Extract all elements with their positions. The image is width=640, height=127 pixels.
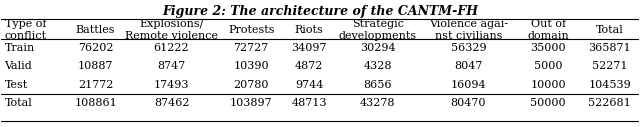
Text: 10000: 10000 xyxy=(531,80,566,90)
Text: Type of
conflict: Type of conflict xyxy=(4,20,47,41)
Text: Valid: Valid xyxy=(4,61,33,71)
Text: 365871: 365871 xyxy=(588,43,631,53)
Text: Violence agai-
nst civilians: Violence agai- nst civilians xyxy=(429,20,508,41)
Text: Protests: Protests xyxy=(228,25,275,35)
Text: 72727: 72727 xyxy=(234,43,269,53)
Text: Strategic
developments: Strategic developments xyxy=(339,20,417,41)
Text: 20780: 20780 xyxy=(234,80,269,90)
Text: 48713: 48713 xyxy=(291,98,327,108)
Text: 30294: 30294 xyxy=(360,43,396,53)
Text: 8747: 8747 xyxy=(157,61,186,71)
Text: Riots: Riots xyxy=(295,25,323,35)
Text: Out of
domain: Out of domain xyxy=(527,20,569,41)
Text: 103897: 103897 xyxy=(230,98,273,108)
Text: 522681: 522681 xyxy=(588,98,631,108)
Text: Total: Total xyxy=(596,25,623,35)
Text: 9744: 9744 xyxy=(295,80,323,90)
Text: Test: Test xyxy=(4,80,28,90)
Text: 104539: 104539 xyxy=(588,80,631,90)
Text: 61222: 61222 xyxy=(154,43,189,53)
Text: Train: Train xyxy=(4,43,35,53)
Text: 4872: 4872 xyxy=(295,61,323,71)
Text: 80470: 80470 xyxy=(451,98,486,108)
Text: 87462: 87462 xyxy=(154,98,189,108)
Text: 10887: 10887 xyxy=(78,61,113,71)
Text: 8047: 8047 xyxy=(454,61,483,71)
Text: 43278: 43278 xyxy=(360,98,396,108)
Text: 34097: 34097 xyxy=(291,43,327,53)
Text: 21772: 21772 xyxy=(78,80,113,90)
Text: 17493: 17493 xyxy=(154,80,189,90)
Text: 8656: 8656 xyxy=(364,80,392,90)
Text: 52271: 52271 xyxy=(592,61,627,71)
Text: 10390: 10390 xyxy=(234,61,269,71)
Text: Battles: Battles xyxy=(76,25,115,35)
Text: 16094: 16094 xyxy=(451,80,486,90)
Text: 35000: 35000 xyxy=(531,43,566,53)
Text: 56329: 56329 xyxy=(451,43,486,53)
Text: 108861: 108861 xyxy=(74,98,117,108)
Text: Figure 2: The architecture of the CANTM-FH: Figure 2: The architecture of the CANTM-… xyxy=(162,5,478,18)
Text: 5000: 5000 xyxy=(534,61,563,71)
Text: 4328: 4328 xyxy=(364,61,392,71)
Text: Explosions/
Remote violence: Explosions/ Remote violence xyxy=(125,20,218,41)
Text: 50000: 50000 xyxy=(531,98,566,108)
Text: Total: Total xyxy=(4,98,33,108)
Text: 76202: 76202 xyxy=(78,43,113,53)
